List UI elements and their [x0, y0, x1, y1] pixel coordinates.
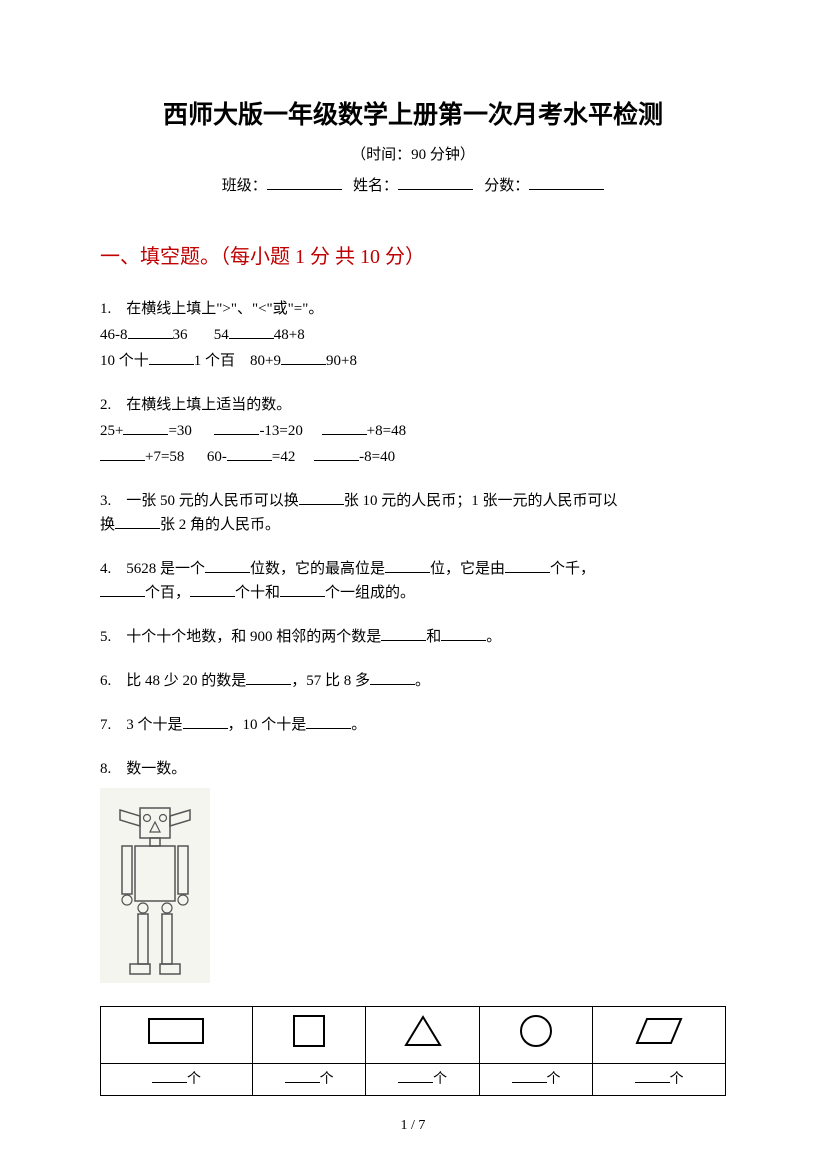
shape-square: [252, 1007, 365, 1064]
q4-blank-3[interactable]: [505, 558, 550, 573]
score-blank[interactable]: [529, 174, 604, 190]
question-2: 2. 在横线上填上适当的数。 25+=30 -13=20 +8=48 +7=58…: [100, 393, 726, 469]
q2-blank-6[interactable]: [314, 446, 359, 461]
section-1-title: 一、填空题。（每小题 1 分 共 10 分）: [100, 240, 726, 269]
q8-prompt: 8. 数一数。: [100, 757, 726, 781]
name-label: 姓名：: [353, 178, 398, 194]
exam-subtitle: （时间：90 分钟）: [100, 143, 726, 164]
count-parallelogram[interactable]: 个: [593, 1064, 726, 1096]
q5-blank-2[interactable]: [441, 626, 486, 641]
question-6: 6. 比 48 少 20 的数是，57 比 8 多。: [100, 669, 726, 693]
q4-blank-4[interactable]: [100, 582, 145, 597]
q4-blank-2[interactable]: [385, 558, 430, 573]
q2-blank-2[interactable]: [214, 420, 259, 435]
question-3: 3. 一张 50 元的人民币可以换张 10 元的人民币；1 张一元的人民币可以 …: [100, 489, 726, 537]
q1-line1: 46-836 5448+8: [100, 323, 726, 347]
q1-blank-4[interactable]: [281, 350, 326, 365]
q4-blank-5[interactable]: [190, 582, 235, 597]
class-blank[interactable]: [267, 174, 342, 190]
shape-circle: [479, 1007, 592, 1064]
q1-line2: 10 个十1 个百 80+990+8: [100, 349, 726, 373]
q1-blank-2[interactable]: [229, 324, 274, 339]
q2-blank-3[interactable]: [322, 420, 367, 435]
q6-blank-1[interactable]: [246, 670, 291, 685]
question-5: 5. 十个十个地数，和 900 相邻的两个数是和。: [100, 625, 726, 649]
robot-figure: [100, 788, 210, 983]
exam-title: 西师大版一年级数学上册第一次月考水平检测: [100, 95, 726, 131]
q3-blank-2[interactable]: [115, 514, 160, 529]
shape-triangle: [366, 1007, 479, 1064]
question-1: 1. 在横线上填上">"、"<"或"="。 46-836 5448+8 10 个…: [100, 297, 726, 373]
count-square[interactable]: 个: [252, 1064, 365, 1096]
q7-blank-1[interactable]: [183, 714, 228, 729]
student-info: 班级： 姓名： 分数：: [100, 174, 726, 195]
q4-blank-1[interactable]: [205, 558, 250, 573]
question-7: 7. 3 个十是，10 个十是。: [100, 713, 726, 737]
count-circle[interactable]: 个: [479, 1064, 592, 1096]
page-number: 1 / 7: [0, 1118, 826, 1134]
count-rectangle[interactable]: 个: [101, 1064, 253, 1096]
q2-blank-4[interactable]: [100, 446, 145, 461]
question-4: 4. 5628 是一个位数，它的最高位是位，它是由个千， 个百，个十和个一组成的…: [100, 557, 726, 605]
q1-prompt: 1. 在横线上填上">"、"<"或"="。: [100, 297, 726, 321]
question-8: 8. 数一数。: [100, 757, 726, 1096]
q4-blank-6[interactable]: [280, 582, 325, 597]
q2-blank-5[interactable]: [227, 446, 272, 461]
q3-blank-1[interactable]: [299, 490, 344, 505]
q2-line1: 25+=30 -13=20 +8=48: [100, 419, 726, 443]
q2-blank-1[interactable]: [123, 420, 168, 435]
shape-rectangle: [101, 1007, 253, 1064]
q2-prompt: 2. 在横线上填上适当的数。: [100, 393, 726, 417]
name-blank[interactable]: [398, 174, 473, 190]
shape-parallelogram: [593, 1007, 726, 1064]
q5-blank-1[interactable]: [381, 626, 426, 641]
score-label: 分数：: [484, 178, 529, 194]
q1-blank-3[interactable]: [149, 350, 194, 365]
q2-line2: +7=58 60-=42 -8=40: [100, 445, 726, 469]
q1-blank-1[interactable]: [128, 324, 173, 339]
count-triangle[interactable]: 个: [366, 1064, 479, 1096]
class-label: 班级：: [222, 178, 267, 194]
q6-blank-2[interactable]: [370, 670, 415, 685]
q7-blank-2[interactable]: [306, 714, 351, 729]
shapes-table: 个 个 个 个 个: [100, 1006, 726, 1096]
